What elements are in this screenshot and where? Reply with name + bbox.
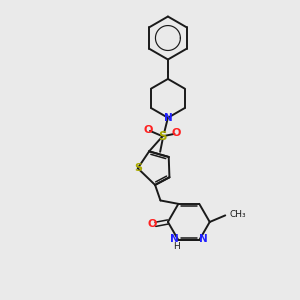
- Text: O: O: [147, 219, 157, 230]
- Text: O: O: [172, 128, 181, 138]
- Text: O: O: [143, 125, 153, 135]
- Text: H: H: [173, 242, 180, 251]
- Text: N: N: [164, 113, 172, 123]
- Text: N: N: [199, 235, 208, 244]
- Text: N: N: [170, 235, 179, 244]
- Text: S: S: [158, 130, 167, 143]
- Text: S: S: [134, 163, 142, 173]
- Text: CH₃: CH₃: [230, 210, 246, 219]
